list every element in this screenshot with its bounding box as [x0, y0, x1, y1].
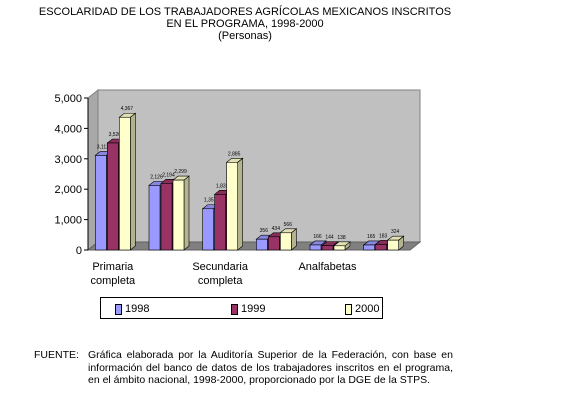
x-category-label: Secundaria	[192, 261, 249, 273]
data-label-2000: 566	[284, 222, 293, 228]
bar-1999	[214, 194, 226, 251]
bar-1998	[148, 185, 161, 251]
bar-side-2000	[237, 157, 243, 251]
y-tick-label: 5,000	[54, 93, 82, 105]
x-category-label: Primaria	[92, 261, 134, 273]
legend-label-1999: 1999	[241, 303, 266, 315]
chart-title-line-3: (Personas)	[218, 30, 272, 42]
data-label-2000: 4,367	[121, 106, 134, 112]
data-label-1998: 2,126	[150, 174, 163, 180]
y-tick-label: 3,000	[54, 154, 82, 166]
source-text: Gráfica elaborada por la Auditoría Super…	[88, 349, 453, 386]
bar-2000	[172, 179, 185, 251]
y-tick-label: 2,000	[54, 184, 82, 196]
data-label-1998: 3,112	[97, 144, 109, 150]
bar-2000	[119, 116, 131, 251]
bar-1999	[160, 183, 173, 251]
legend-item-1998: 1998	[115, 303, 149, 315]
bar-1999	[321, 245, 334, 251]
bar-2000	[280, 232, 292, 251]
source-label: FUENTE:	[34, 349, 79, 361]
bar-2000	[387, 239, 399, 251]
bar-1998	[95, 155, 107, 251]
data-label-2000: 324	[391, 229, 400, 235]
data-label-2000: 2,885	[228, 151, 241, 157]
data-label-1998: 166	[313, 234, 322, 240]
bar-1999	[107, 142, 119, 251]
x-category-label-line2: completa	[198, 275, 244, 287]
y-tick-label: 1,000	[54, 215, 82, 227]
legend-swatch-1999	[231, 303, 238, 315]
data-label-2000: 138	[337, 235, 346, 241]
data-label-2000: 2,299	[174, 169, 187, 175]
bar-side-2000	[130, 112, 136, 251]
bar-side-2000	[183, 175, 190, 251]
bar-1998	[309, 244, 322, 251]
bar-1998	[363, 244, 375, 251]
data-label-1998: 1,357	[204, 198, 217, 204]
data-label-1999: 183	[379, 233, 388, 239]
legend-swatch-1998	[115, 303, 122, 315]
bar-1998	[256, 238, 268, 251]
y-tick-label: 0	[76, 245, 82, 257]
bar-2000	[226, 161, 238, 251]
chart-title-line-1: ESCOLARIDAD DE LOS TRABAJADORES AGRÍCOLA…	[38, 6, 452, 18]
data-label-1999: 434	[272, 226, 281, 232]
chart-title-line-2: EN EL PROGRAMA, 1998-2000	[166, 18, 324, 30]
x-category-label: Analfabetas	[298, 261, 357, 273]
data-label-1999: 144	[325, 235, 334, 241]
chart-legend: 1998 1999 2000	[100, 297, 383, 319]
bar-1999	[375, 244, 387, 251]
bar-1998	[202, 208, 214, 251]
legend-item-2000: 2000	[345, 303, 379, 315]
legend-swatch-2000	[345, 303, 352, 315]
data-label-1999: 2,194	[162, 172, 175, 178]
data-label-1999: 3,520	[109, 132, 122, 138]
data-label-1998: 165	[367, 234, 376, 240]
data-label-1999: 1,831	[216, 183, 229, 189]
bar-1999	[268, 236, 280, 251]
legend-item-1999: 1999	[231, 303, 265, 315]
data-label-1998: 356	[260, 228, 269, 234]
y-tick-label: 4,000	[54, 123, 82, 135]
legend-label-2000: 2000	[355, 303, 380, 315]
chart-back-wall	[97, 89, 421, 243]
legend-label-1998: 1998	[125, 303, 150, 315]
x-category-label-line2: completa	[91, 275, 137, 287]
bar-2000	[333, 245, 346, 251]
